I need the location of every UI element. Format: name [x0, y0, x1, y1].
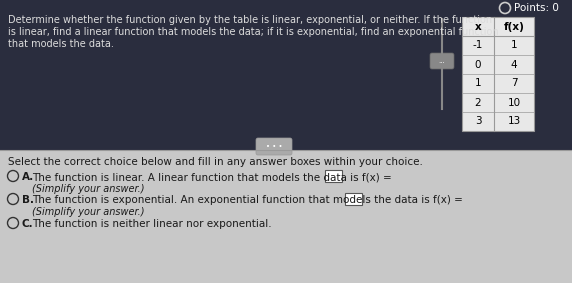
Text: • • •: • • •: [266, 144, 282, 150]
Text: 10: 10: [507, 98, 521, 108]
Text: The function is neither linear nor exponential.: The function is neither linear nor expon…: [32, 219, 272, 229]
Text: -1: -1: [473, 40, 483, 50]
Text: f(x): f(x): [503, 22, 525, 31]
Text: 7: 7: [511, 78, 517, 89]
Text: 13: 13: [507, 117, 521, 127]
FancyBboxPatch shape: [256, 138, 292, 155]
Text: 1: 1: [511, 40, 517, 50]
Text: 4: 4: [511, 59, 517, 70]
Text: Points: 0: Points: 0: [514, 3, 559, 13]
Text: 3: 3: [475, 117, 481, 127]
Text: The function is linear. A linear function that models the data is f(x) =: The function is linear. A linear functio…: [32, 172, 392, 182]
Text: 2: 2: [475, 98, 481, 108]
Text: Determine whether the function given by the table is linear, exponential, or nei: Determine whether the function given by …: [8, 15, 492, 25]
Text: that models the data.: that models the data.: [8, 39, 114, 49]
Text: x: x: [475, 22, 482, 31]
Text: ...: ...: [439, 58, 446, 64]
Text: C.: C.: [22, 219, 34, 229]
FancyBboxPatch shape: [430, 53, 454, 69]
Text: B.: B.: [22, 195, 34, 205]
FancyBboxPatch shape: [0, 150, 572, 283]
FancyBboxPatch shape: [344, 192, 362, 205]
FancyBboxPatch shape: [462, 17, 534, 131]
Text: 0: 0: [475, 59, 481, 70]
Text: (Simplify your answer.): (Simplify your answer.): [32, 207, 145, 217]
Text: is linear, find a linear function that models the data; if it is exponential, fi: is linear, find a linear function that m…: [8, 27, 499, 37]
FancyBboxPatch shape: [324, 170, 341, 181]
Text: The function is exponential. An exponential function that models the data is f(x: The function is exponential. An exponent…: [32, 195, 463, 205]
Text: (Simplify your answer.): (Simplify your answer.): [32, 184, 145, 194]
Text: A.: A.: [22, 172, 34, 182]
Text: 1: 1: [475, 78, 481, 89]
FancyBboxPatch shape: [0, 0, 572, 150]
Text: Select the correct choice below and fill in any answer boxes within your choice.: Select the correct choice below and fill…: [8, 157, 423, 167]
